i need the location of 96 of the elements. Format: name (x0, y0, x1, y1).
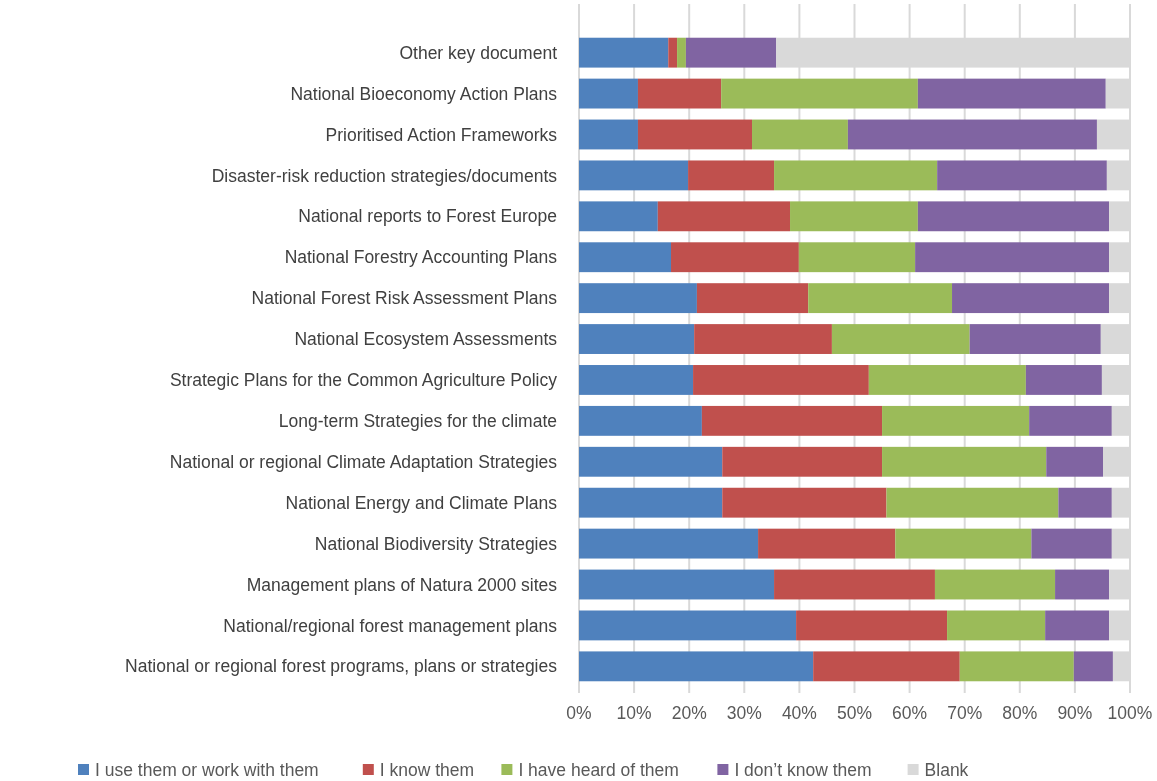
y-tick-label: Disaster-risk reduction strategies/documents (211, 165, 558, 186)
bar (579, 37, 669, 68)
y-tick-label: Management plans of Natura 2000 sites (246, 574, 558, 595)
bar (1031, 528, 1112, 559)
bar (1029, 405, 1112, 436)
bar (579, 405, 702, 436)
bar (671, 242, 799, 273)
x-tick-label: 100% (1107, 703, 1153, 723)
y-tick-label: National Forest Risk Assessment Plans (251, 288, 558, 309)
y-tick-label: Other key document (399, 42, 558, 63)
bar (579, 487, 723, 518)
bar (934, 569, 1056, 600)
bar (722, 487, 887, 518)
bar (882, 405, 1030, 436)
x-tick-label: 30% (726, 703, 762, 723)
bar (579, 201, 658, 232)
bar (677, 37, 686, 68)
bar (637, 78, 722, 109)
bar (668, 37, 678, 68)
y-tick-label: National Ecosystem Assessments (294, 329, 558, 350)
bar (774, 569, 935, 600)
bar (752, 119, 848, 150)
bar (790, 201, 918, 232)
y-tick-label: National or regional Climate Adaptation Strategies (169, 451, 558, 472)
bar (693, 365, 869, 395)
x-tick-label: 70% (947, 703, 983, 723)
bar (688, 160, 775, 191)
bar (947, 610, 1046, 641)
x-tick-label: 60% (892, 703, 928, 723)
y-tick-label: National Biodiversity Strategies (314, 533, 558, 554)
bar (694, 324, 832, 354)
bar (579, 283, 697, 314)
bar (579, 446, 723, 477)
bar (579, 610, 797, 641)
bar (882, 446, 1047, 477)
bar (831, 324, 970, 354)
bar (579, 160, 689, 191)
bar (798, 242, 916, 273)
bar (637, 119, 753, 150)
x-tick-label: 40% (781, 703, 817, 723)
y-tick-label: National reports to Forest Europe (298, 206, 557, 227)
bar (579, 78, 638, 109)
bar (579, 569, 775, 600)
legend-label: I know them (379, 760, 475, 781)
legend-label: Blank (924, 760, 969, 781)
legend-label: I don’t know them (734, 760, 872, 781)
x-tick-label: 10% (616, 703, 652, 723)
bar (579, 528, 759, 559)
bar (701, 405, 883, 436)
y-tick-label: National Bioeconomy Action Plans (290, 83, 558, 104)
bar (796, 610, 948, 641)
bar (685, 37, 777, 68)
bar (847, 119, 1097, 150)
bar (1073, 651, 1113, 682)
bar (657, 201, 791, 232)
bar (1025, 365, 1102, 395)
bar (1045, 610, 1110, 641)
bar (969, 324, 1101, 354)
bar (868, 365, 1026, 395)
y-tick-label: National/regional forest management plans (223, 615, 558, 636)
bar (886, 487, 1059, 518)
bar (959, 651, 1074, 682)
x-tick-label: 0% (566, 703, 592, 723)
bar (1058, 487, 1112, 518)
bar (579, 242, 672, 273)
bar (579, 651, 814, 682)
bar (579, 324, 695, 354)
y-tick-label: Prioritised Action Frameworks (325, 124, 558, 145)
legend-label: I have heard of them (518, 760, 679, 781)
bar (1055, 569, 1110, 600)
bar (1046, 446, 1103, 477)
bar (952, 283, 1110, 314)
y-tick-label: National or regional forest programs, plans or strategies (125, 656, 558, 677)
bar (721, 78, 918, 109)
bar (758, 528, 896, 559)
x-tick-label: 50% (836, 703, 873, 723)
bar (774, 160, 938, 191)
y-tick-label: Long-term Strategies for the climate (278, 410, 557, 431)
y-tick-label: Strategic Plans for the Common Agriculture Policy (169, 370, 558, 391)
bar (696, 283, 809, 314)
bar (917, 201, 1110, 232)
bar (808, 283, 953, 314)
x-tick-label: 20% (671, 703, 707, 723)
y-tick-label: National Forestry Accounting Plans (284, 247, 558, 268)
x-tick-label: 80% (1002, 703, 1038, 723)
legend-label: I use them or work with them (95, 760, 319, 781)
bar (579, 365, 694, 395)
bar (579, 119, 638, 150)
bar (937, 160, 1107, 191)
bar (895, 528, 1032, 559)
bar (813, 651, 960, 682)
x-tick-label: 90% (1057, 703, 1093, 723)
y-tick-label: National Energy and Climate Plans (285, 492, 558, 513)
bar (722, 446, 883, 477)
bar (917, 78, 1106, 109)
bar (915, 242, 1110, 273)
